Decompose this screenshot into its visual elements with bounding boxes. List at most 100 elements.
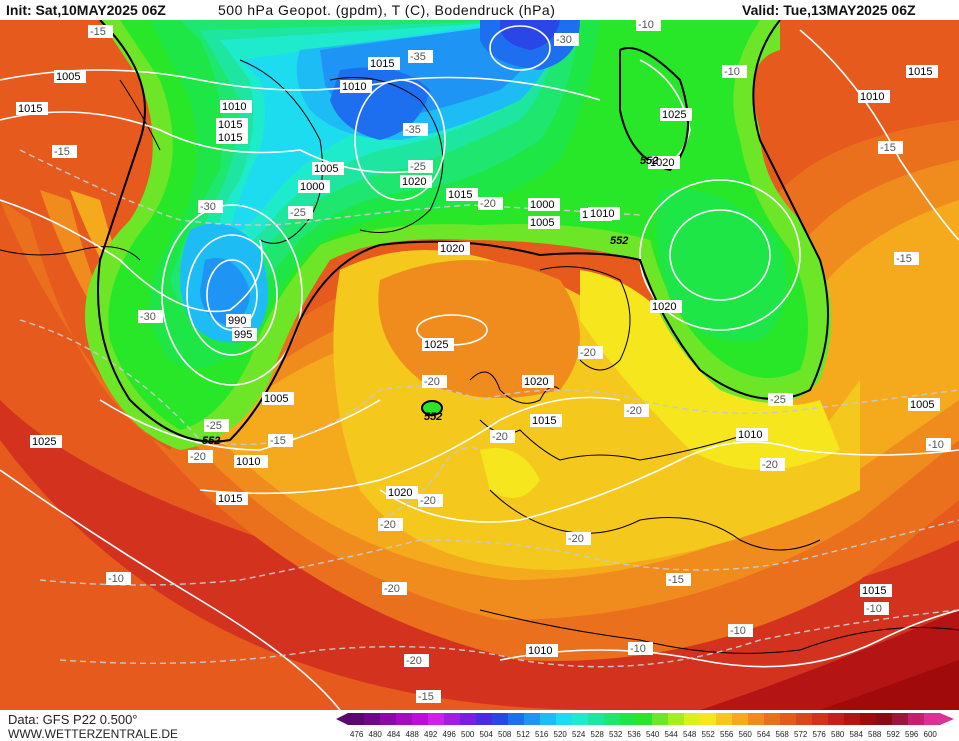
colorbar-swatch <box>364 713 381 725</box>
isotherm-label-bg <box>403 123 428 136</box>
colorbar-swatch <box>540 713 557 725</box>
isotherm-label-bg <box>418 494 443 507</box>
colorbar-swatch <box>636 713 653 725</box>
isotherm-label: -25 <box>290 207 306 219</box>
colorbar-swatch <box>892 713 909 725</box>
isobar-label: 1010 <box>236 456 260 468</box>
isotherm-label-bg <box>188 450 213 463</box>
colorbar-tick-label: 524 <box>572 730 586 739</box>
isobar-label: 1000 <box>300 181 324 193</box>
colorbar-tick-label: 496 <box>443 730 457 739</box>
isobar-label-bg <box>660 108 692 121</box>
isotherm-label-bg <box>422 375 447 388</box>
colorbar-tick-label: 504 <box>480 730 494 739</box>
isotherm-label: -35 <box>410 51 426 63</box>
contour-552-label: 552 <box>610 235 628 247</box>
isotherm-label: -25 <box>770 394 786 406</box>
isotherm-label: -15 <box>896 253 912 265</box>
isobar-label: 1005 <box>264 393 288 405</box>
isobar-label-bg <box>528 198 560 211</box>
isotherm-label-bg <box>198 200 223 213</box>
isotherm-label-bg <box>760 458 785 471</box>
isobar-label-bg <box>588 207 620 220</box>
map-title: 500 hPa Geopot. (gpdm), T (C), Bodendruc… <box>218 2 556 18</box>
map-header: Init: Sat,10MAY2025 06Z 500 hPa Geopot. … <box>0 0 959 20</box>
isotherm-label-bg <box>566 532 591 545</box>
isobar-label-bg <box>312 162 344 175</box>
colorbar-tick-label: 528 <box>591 730 605 739</box>
isobar-label: 1020 <box>524 376 548 388</box>
colorbar-tick-label: 544 <box>665 730 679 739</box>
isobar-label: 990 <box>228 315 246 327</box>
isotherm-label: -20 <box>626 405 642 417</box>
colorbar-tick-label: 480 <box>369 730 383 739</box>
colorbar-swatch <box>700 713 717 725</box>
isotherm-label: -10 <box>724 66 740 78</box>
isotherm-label: -15 <box>270 435 286 447</box>
isotherm-label-bg <box>926 438 951 451</box>
colorbar-swatch <box>924 713 941 725</box>
colorbar-swatch <box>348 713 365 725</box>
isotherm-label-bg <box>666 573 691 586</box>
isobar-label-bg <box>648 156 680 169</box>
isotherm-label: -20 <box>406 655 422 667</box>
isotherm-label-bg <box>578 346 603 359</box>
isotherm-label-bg <box>88 25 113 38</box>
colorbar-tick-label: 580 <box>831 730 845 739</box>
isotherm-label: -20 <box>580 347 596 359</box>
colorbar-tick-label: 520 <box>554 730 568 739</box>
data-source: Data: GFS P22 0.500° <box>8 712 138 727</box>
colorbar-legend: 476 480 484 488 492 496 500 504 508 512 516 520 524 5… <box>336 713 954 739</box>
isotherm-label: -20 <box>568 533 584 545</box>
isotherm-label-bg <box>894 252 919 265</box>
isotherm-label-bg <box>636 20 661 31</box>
isobar-label: 1010 <box>222 101 246 113</box>
isotherm-label: -35 <box>405 124 421 136</box>
isotherm-label-bg <box>554 33 579 46</box>
colorbar-swatch <box>828 713 845 725</box>
colorbar-tick-label: 560 <box>739 730 753 739</box>
colorbar-tick-label: 600 <box>924 730 938 739</box>
isobar-label: 1015 <box>862 585 886 597</box>
isobar-label-bg <box>16 102 48 115</box>
isotherm-label-bg <box>490 430 515 443</box>
isotherm-label: -20 <box>424 376 440 388</box>
isobar-label-bg <box>422 338 454 351</box>
colorbar-tick-label: 512 <box>517 730 531 739</box>
isobar-label: 1015 <box>218 119 242 131</box>
isobar-label: 1020 <box>440 243 464 255</box>
isotherm-label-bg <box>768 393 793 406</box>
isobar-label-bg <box>386 486 418 499</box>
isotherm-label: -25 <box>410 161 426 173</box>
colorbar-swatch <box>444 713 461 725</box>
isotherm-label-bg <box>624 404 649 417</box>
colorbar-tick-label: 552 <box>702 730 716 739</box>
isotherm-label: -20 <box>380 519 396 531</box>
isotherm-label-bg <box>138 310 163 323</box>
isotherm-label: -15 <box>668 574 684 586</box>
isotherm-label-bg <box>408 50 433 63</box>
colorbar-tick-label: 588 <box>868 730 882 739</box>
isobar-label: 1015 <box>18 103 42 115</box>
isobar-label-bg <box>858 90 890 103</box>
isotherm-label: -10 <box>638 20 654 31</box>
colorbar-swatch <box>604 713 621 725</box>
colorbar-swatch <box>620 713 637 725</box>
isobar-label: 1005 <box>910 399 934 411</box>
isotherm-label-bg <box>268 434 293 447</box>
isobar-label: 1010 <box>590 208 614 220</box>
colorbar-ticks: 476 480 484 488 492 496 500 504 508 512 516 520 524 5… <box>350 730 937 739</box>
colorbar-tick-label: 500 <box>461 730 475 739</box>
weather-map: 1015 1005 1015 1010 1015 1015 1010 1005 1000 1020… <box>0 20 959 710</box>
isotherm-label: -20 <box>420 495 436 507</box>
isobar-label-bg <box>446 188 478 201</box>
contour-552-label: 552 <box>640 155 658 167</box>
isobar-label: 1020 <box>402 176 426 188</box>
isobar-label: 1005 <box>56 71 80 83</box>
isotherm-label: -20 <box>762 459 778 471</box>
isobar-label: 1015 <box>448 189 472 201</box>
colorbar-swatches <box>336 713 954 725</box>
isotherm-label: -30 <box>200 201 216 213</box>
isotherm-label: -15 <box>54 146 70 158</box>
isotherm-label-bg <box>416 690 441 703</box>
